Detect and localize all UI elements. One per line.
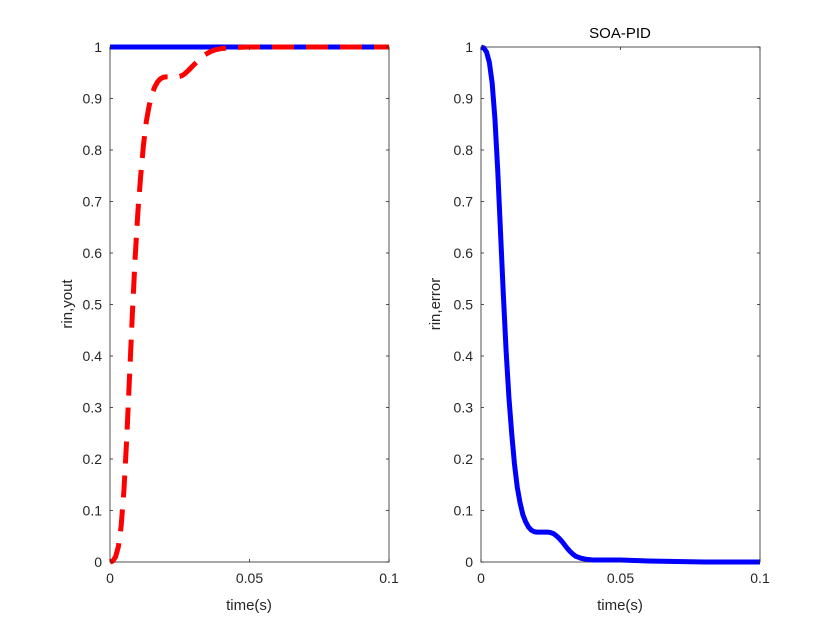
x-tick-label: 0.1	[379, 570, 399, 586]
x-tick-label: 0	[106, 570, 114, 586]
y-tick-label: 0.2	[454, 451, 474, 467]
y-tick-label: 0.8	[83, 142, 103, 158]
ticks-layer-left: 0 0.1 0.2 0.3 0.4 0.5 0.6 0.7 0.8 0.9 1 0 0.05 0.1	[83, 39, 399, 586]
y-tick-label: 0.3	[454, 400, 474, 416]
x-tick-label: 0	[477, 570, 485, 586]
x-tick-label: 0.1	[750, 570, 770, 586]
y-tick-label: 0.8	[454, 142, 474, 158]
plot-area-right	[480, 46, 761, 563]
y-tick-label: 0.4	[454, 348, 474, 364]
y-tick-label: 0.4	[83, 348, 103, 364]
y-axis-label-right: rin,error	[427, 278, 444, 331]
series-line-right-1	[480, 44, 760, 565]
y-tick-label: 1	[465, 39, 473, 55]
y-tick-label: 0.1	[454, 503, 474, 519]
x-tick-label: 0.05	[236, 570, 263, 586]
y-tick-label: 0.1	[83, 503, 103, 519]
y-tick-label: 0.6	[83, 245, 103, 261]
subplot-left: 0 0.1 0.2 0.3 0.4 0.5 0.6 0.7 0.8 0.9 1 0 0.05 0.1 ti…	[59, 39, 399, 614]
x-axis-label-left: time(s)	[226, 597, 272, 614]
y-tick-label: 0	[94, 554, 102, 570]
y-tick-label: 0.7	[83, 194, 103, 210]
y-tick-label: 0.9	[454, 91, 474, 107]
plot-area-left	[109, 46, 390, 563]
chart-title-right: SOA-PID	[589, 25, 651, 42]
y-tick-label: 0.5	[454, 297, 474, 313]
y-axis-label-left: rin,yout	[59, 279, 76, 329]
subplot-right: SOA-PID 0 0.1 0.2 0.3 0.4 0.5 0.6 0.7 0.8 0.9 1 0 0.…	[427, 25, 770, 614]
ticks-layer-right: 0 0.1 0.2 0.3 0.4 0.5 0.6 0.7 0.8 0.9 1 0 0.05 0.1	[454, 39, 770, 586]
series-line-left-2	[109, 44, 389, 565]
x-axis-label-right: time(s)	[597, 597, 643, 614]
y-tick-label: 0.9	[83, 91, 103, 107]
y-tick-label: 0.6	[454, 245, 474, 261]
y-tick-label: 0.5	[83, 297, 103, 313]
y-tick-label: 1	[94, 39, 102, 55]
y-tick-label: 0.2	[83, 451, 103, 467]
y-tick-label: 0	[465, 554, 473, 570]
series-layer-right	[480, 44, 760, 565]
y-tick-label: 0.3	[83, 400, 103, 416]
y-tick-label: 0.7	[454, 194, 474, 210]
x-tick-label: 0.05	[607, 570, 634, 586]
